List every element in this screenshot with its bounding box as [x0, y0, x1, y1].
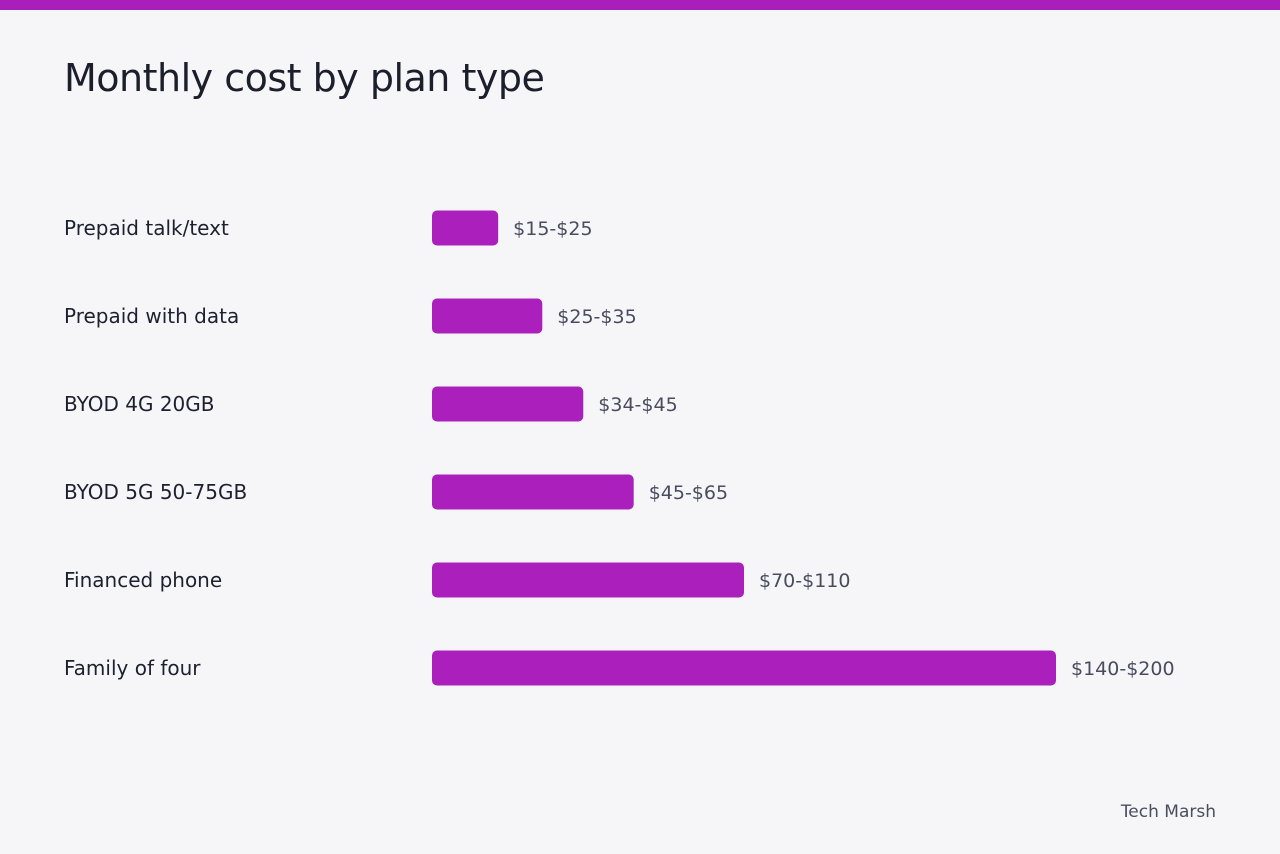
value-label: $34-$45 [598, 394, 677, 416]
bar [432, 298, 543, 334]
page-title: Monthly cost by plan type [64, 56, 545, 100]
category-label: Financed phone [64, 568, 222, 592]
value-label: $25-$35 [557, 306, 636, 328]
bar [432, 562, 744, 598]
value-label: $15-$25 [513, 218, 592, 240]
bar [432, 386, 584, 422]
bar [432, 650, 1056, 686]
top-accent-bar [0, 0, 1280, 10]
category-label: Family of four [64, 656, 201, 680]
category-label: BYOD 5G 50-75GB [64, 480, 247, 504]
value-label: $140-$200 [1071, 658, 1175, 680]
value-label: $45-$65 [649, 482, 728, 504]
category-label: Prepaid talk/text [64, 216, 229, 240]
bar [432, 210, 499, 246]
category-label: Prepaid with data [64, 304, 239, 328]
value-label: $70-$110 [759, 570, 850, 592]
source-credit: Tech Marsh [1120, 802, 1216, 822]
bar [432, 474, 634, 510]
category-label: BYOD 4G 20GB [64, 392, 215, 416]
